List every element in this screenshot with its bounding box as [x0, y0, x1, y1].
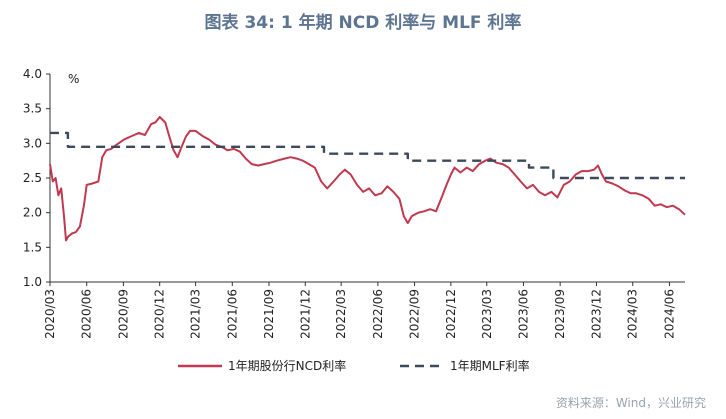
x-tick-label: 2022/12	[444, 289, 458, 339]
x-tick-label: 2020/09	[116, 289, 130, 339]
x-tick-label: 2020/03	[43, 289, 57, 339]
legend-mlf-label: 1年期MLF利率	[450, 358, 530, 373]
x-tick-label: 2023/09	[553, 289, 567, 339]
legend-ncd-label: 1年期股份行NCD利率	[228, 358, 346, 373]
y-tick-label: 3.5	[23, 102, 42, 116]
y-tick-label: 2.5	[23, 171, 42, 185]
chart-legend: 1年期股份行NCD利率 1年期MLF利率	[178, 358, 530, 373]
mlf-rate-line	[50, 131, 685, 180]
y-tick-label: 1.0	[23, 275, 42, 289]
ncd-rate-line	[49, 116, 686, 242]
y-tick-label: 4.0	[23, 67, 42, 81]
x-tick-label: 2022/09	[408, 289, 422, 339]
y-tick-label: 3.0	[23, 136, 42, 150]
x-tick-label: 2022/06	[371, 289, 385, 339]
x-tick-label: 2020/06	[80, 289, 94, 339]
x-tick-label: 2021/06	[225, 289, 239, 339]
y-unit-label: %	[68, 72, 79, 86]
chart-title: 图表 34: 1 年期 NCD 利率与 MLF 利率	[204, 13, 522, 33]
x-tick-label: 2021/09	[262, 289, 276, 339]
x-tick-label: 2023/12	[589, 289, 603, 339]
x-tick-label: 2023/06	[516, 289, 530, 339]
x-tick-label: 2021/12	[298, 289, 312, 339]
source-note: 资料来源：Wind，兴业研究	[555, 396, 706, 410]
chart-series-lines	[49, 116, 686, 242]
x-tick-label: 2021/03	[189, 289, 203, 339]
x-tick-label: 2020/12	[153, 289, 167, 339]
x-tick-label: 2024/06	[662, 289, 676, 339]
x-tick-label: 2023/03	[480, 289, 494, 339]
y-tick-label: 2.0	[23, 206, 42, 220]
x-tick-label: 2024/03	[626, 289, 640, 339]
y-tick-label: 1.5	[23, 240, 42, 254]
chart-axes: 4.0 3.5 3.0 2.5 2.0 1.5 1.0% 2020/03 2020/06 2020…	[23, 67, 685, 339]
x-tick-label: 2022/03	[334, 289, 348, 339]
